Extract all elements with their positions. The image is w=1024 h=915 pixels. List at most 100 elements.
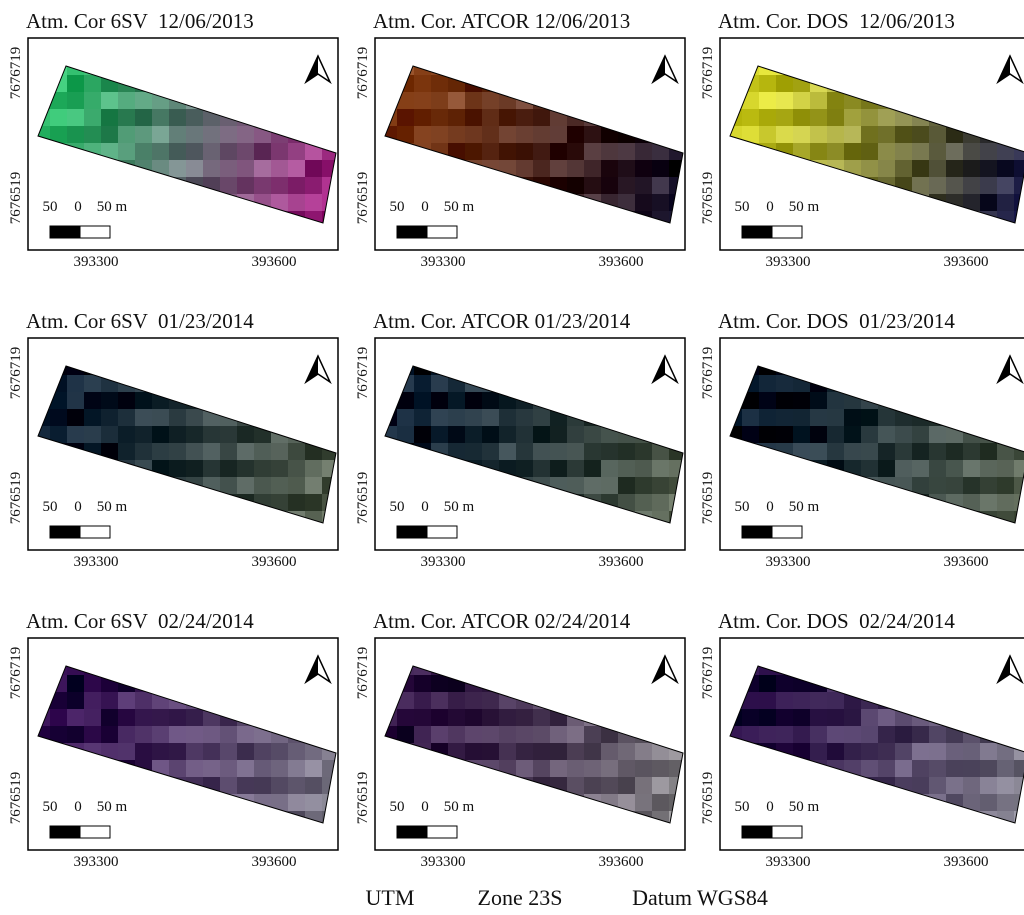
x-coordinate-label: 393600	[599, 254, 644, 270]
x-coordinate-label: 393300	[421, 854, 466, 870]
scale-bar	[396, 825, 428, 839]
scale-bar	[49, 525, 81, 539]
scale-bar	[771, 525, 803, 539]
x-coordinate-label: 393300	[421, 554, 466, 570]
y-coordinate-label: 7676719	[355, 347, 371, 400]
y-coordinate-label: 7676719	[355, 647, 371, 700]
scale-bar	[396, 225, 428, 239]
y-coordinate-label: 7676719	[355, 47, 371, 100]
x-coordinate-label: 393600	[944, 854, 989, 870]
y-coordinate-label: 7676519	[355, 772, 371, 825]
panel-title: Atm. Cor. DOS 01/23/2014	[718, 309, 955, 333]
scale-label: 50	[735, 199, 750, 215]
scale-bar	[741, 225, 773, 239]
scale-label: 0	[421, 199, 429, 215]
y-coordinate-label: 7676719	[700, 47, 716, 100]
scale-label: 0	[421, 499, 429, 515]
scale-label: 50	[43, 799, 58, 815]
scale-label: 0	[421, 799, 429, 815]
scale-label: 50	[43, 499, 58, 515]
scale-label: 0	[766, 499, 774, 515]
x-coordinate-label: 393300	[74, 254, 119, 270]
scale-label: 50	[43, 199, 58, 215]
strip-outline	[384, 365, 684, 524]
scale-bar	[771, 825, 803, 839]
x-coordinate-label: 393600	[944, 554, 989, 570]
scale-label: 50 m	[444, 199, 475, 215]
x-coordinate-label: 393600	[252, 254, 297, 270]
x-coordinate-label: 393300	[74, 854, 119, 870]
scale-label: 50 m	[97, 799, 128, 815]
x-coordinate-label: 393300	[766, 254, 811, 270]
x-coordinate-label: 393300	[74, 554, 119, 570]
strip-outline	[37, 665, 337, 824]
scale-label: 0	[74, 199, 82, 215]
scale-bar	[426, 225, 458, 239]
scale-label: 50 m	[789, 499, 820, 515]
scale-bar	[396, 525, 428, 539]
scale-bar	[426, 825, 458, 839]
projection-info: Zone 23S	[478, 885, 563, 910]
panel-title: Atm. Cor. DOS 12/06/2013	[718, 9, 955, 33]
panel-title: Atm. Cor. ATCOR 01/23/2014	[373, 309, 631, 333]
scale-label: 50 m	[444, 499, 475, 515]
strip-outline	[729, 65, 1024, 224]
y-coordinate-label: 7676519	[355, 172, 371, 225]
scale-label: 50 m	[97, 199, 128, 215]
scale-label: 50	[390, 199, 405, 215]
panel-title: Atm. Cor. DOS 02/24/2014	[718, 609, 955, 633]
x-coordinate-label: 393600	[252, 854, 297, 870]
scale-bar	[771, 225, 803, 239]
scale-bar	[741, 825, 773, 839]
strip-outline	[729, 365, 1024, 524]
x-coordinate-label: 393300	[421, 254, 466, 270]
scale-label: 50 m	[444, 799, 475, 815]
scale-label: 50 m	[789, 799, 820, 815]
scale-bar	[49, 225, 81, 239]
y-coordinate-label: 7676519	[700, 172, 716, 225]
strip-outline	[37, 65, 337, 224]
y-coordinate-label: 7676519	[8, 772, 24, 825]
scale-label: 0	[766, 199, 774, 215]
y-coordinate-label: 7676519	[700, 772, 716, 825]
y-coordinate-label: 7676719	[8, 47, 24, 100]
scale-bar	[79, 825, 111, 839]
x-coordinate-label: 393300	[766, 554, 811, 570]
x-coordinate-label: 393600	[944, 254, 989, 270]
scale-bar	[79, 525, 111, 539]
scale-label: 50	[390, 799, 405, 815]
y-coordinate-label: 7676519	[8, 472, 24, 525]
scale-label: 50	[735, 799, 750, 815]
scale-bar	[741, 525, 773, 539]
y-coordinate-label: 7676719	[8, 347, 24, 400]
x-coordinate-label: 393600	[599, 854, 644, 870]
panel-title: Atm. Cor 6SV 02/24/2014	[26, 609, 254, 633]
scale-label: 50	[390, 499, 405, 515]
projection-info: UTM	[366, 885, 415, 910]
strip-outline	[384, 665, 684, 824]
y-coordinate-label: 7676519	[355, 472, 371, 525]
scale-bar	[49, 825, 81, 839]
y-coordinate-label: 7676719	[700, 647, 716, 700]
x-coordinate-label: 393600	[252, 554, 297, 570]
scale-label: 0	[74, 499, 82, 515]
strip-outline	[729, 665, 1024, 824]
projection-info: Datum WGS84	[632, 885, 768, 910]
strip-outline	[384, 65, 684, 224]
x-coordinate-label: 393600	[599, 554, 644, 570]
panel-title: Atm. Cor 6SV 12/06/2013	[26, 9, 254, 33]
scale-label: 0	[74, 799, 82, 815]
scale-label: 50	[735, 499, 750, 515]
y-coordinate-label: 7676719	[8, 647, 24, 700]
scale-label: 50 m	[97, 499, 128, 515]
scale-bar	[79, 225, 111, 239]
